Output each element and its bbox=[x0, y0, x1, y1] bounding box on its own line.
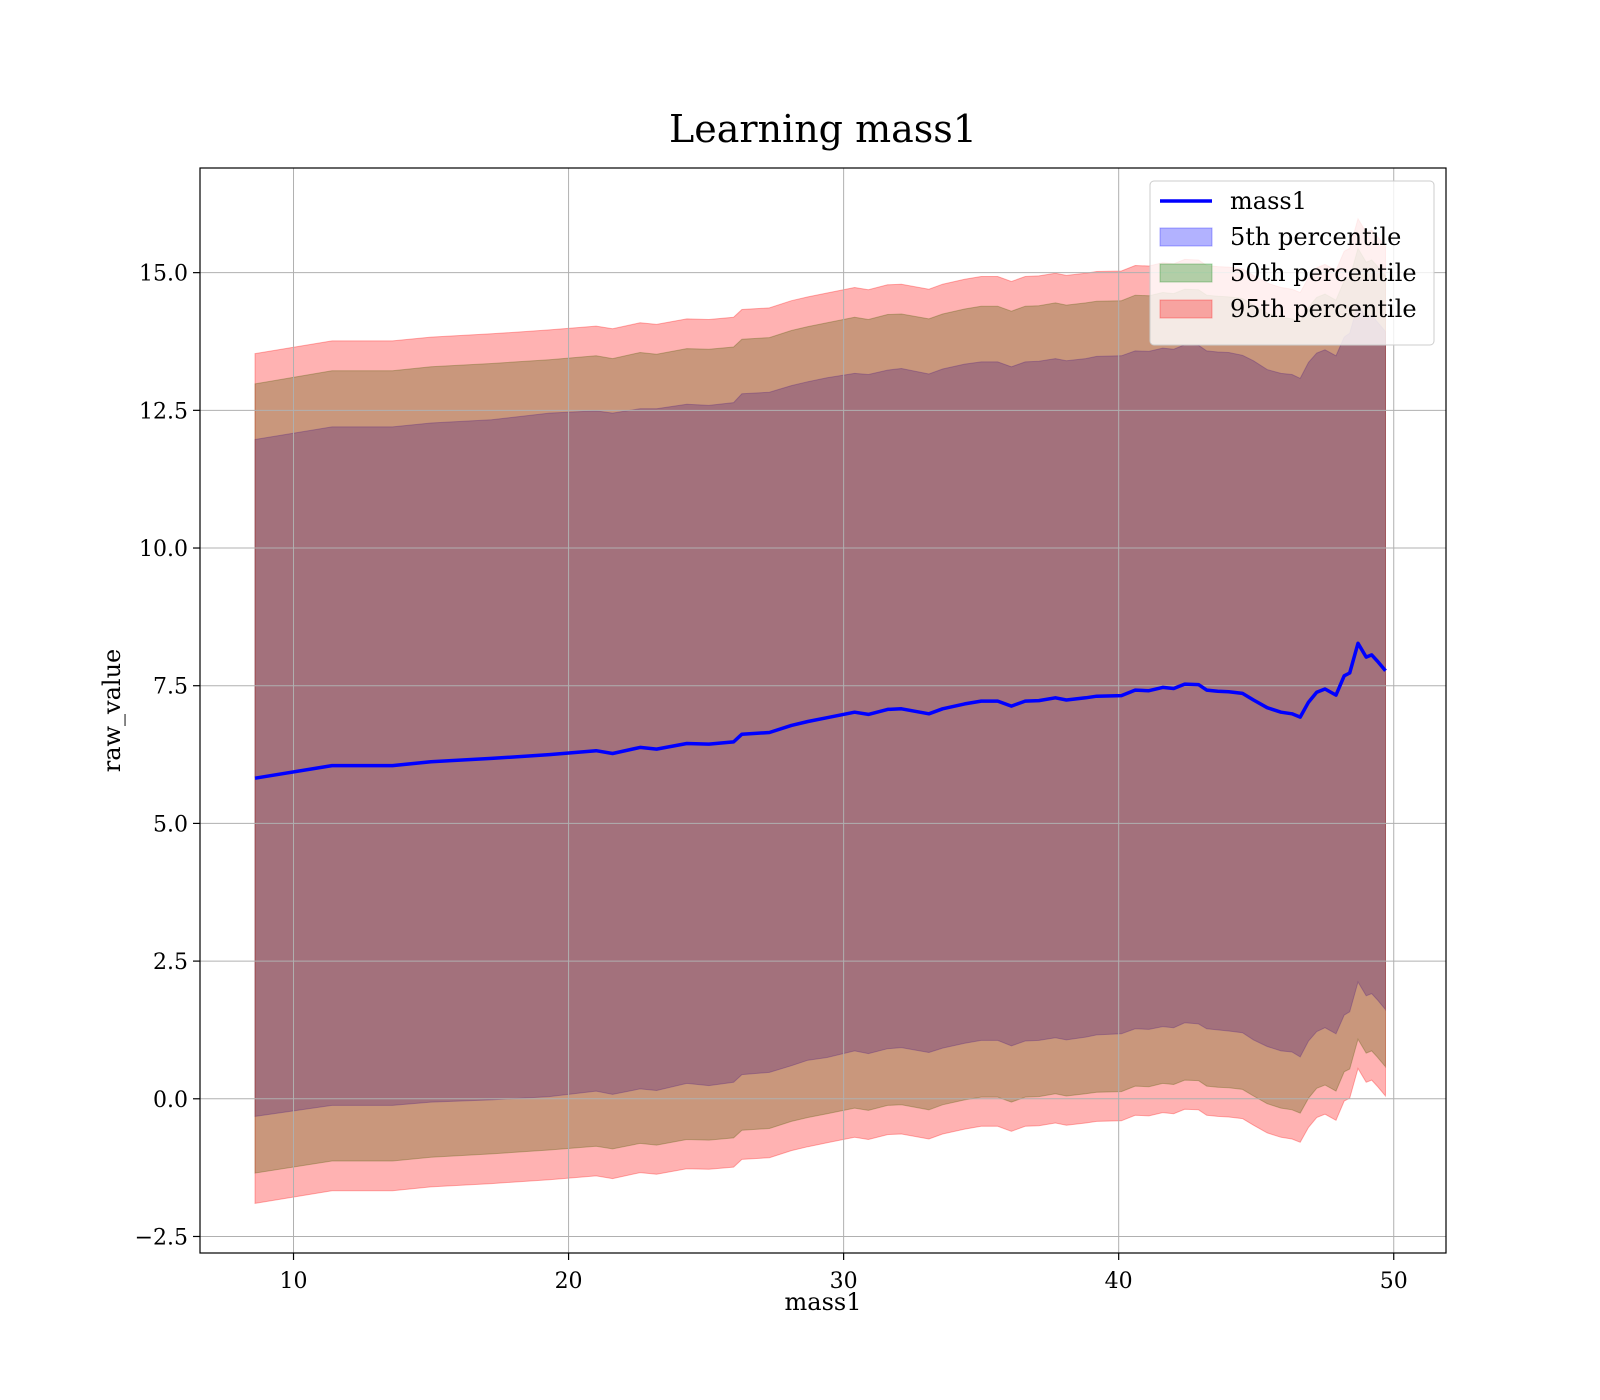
line-layer bbox=[254, 641, 1387, 780]
x-tick-label: 10 bbox=[280, 1269, 308, 1294]
legend-label-5th-percentile: 5th percentile bbox=[1230, 223, 1401, 251]
legend-swatch-5th-percentile bbox=[1159, 227, 1213, 247]
legend-label-50th-percentile: 50th percentile bbox=[1230, 259, 1417, 287]
legend: mass1 5th percentile 50th percentile 95th p… bbox=[1149, 180, 1435, 346]
chart-title: Learning mass1 bbox=[669, 107, 977, 151]
band-5th-percentile bbox=[254, 302, 1386, 1117]
y-tick-label: 12.5 bbox=[139, 399, 188, 424]
y-tick-label: 5.0 bbox=[153, 812, 188, 837]
x-tick-label: 50 bbox=[1380, 1269, 1408, 1294]
y-tick-label: 7.5 bbox=[153, 675, 188, 700]
y-tick-label: 0.0 bbox=[153, 1088, 188, 1113]
legend-label-mass1: mass1 bbox=[1230, 187, 1307, 215]
y-tick-label: 2.5 bbox=[153, 950, 188, 975]
y-tick-label: −2.5 bbox=[135, 1225, 188, 1250]
y-tick-label: 10.0 bbox=[139, 537, 188, 562]
legend-swatch-95th-percentile bbox=[1159, 299, 1213, 319]
series-line-mass1 bbox=[254, 641, 1387, 780]
legend-label-95th-percentile: 95th percentile bbox=[1230, 295, 1417, 323]
axes-frame bbox=[199, 167, 1447, 1254]
y-axis-label: raw_value bbox=[98, 649, 126, 773]
bands-layer bbox=[254, 217, 1386, 1204]
legend-box bbox=[1149, 180, 1435, 346]
x-axis-label: mass1 bbox=[785, 1288, 862, 1316]
band-50th-percentile bbox=[254, 247, 1386, 1174]
x-tick-label: 40 bbox=[1105, 1269, 1133, 1294]
x-tick-label: 30 bbox=[830, 1269, 858, 1294]
ticks-layer: 10 20 30 40 50 −2.5 0.0 2.5 5.0 7.5 10.0 12.5 15.0 bbox=[135, 262, 1408, 1294]
band-95th-percentile bbox=[254, 217, 1386, 1204]
x-tick-label: 20 bbox=[555, 1269, 583, 1294]
y-tick-label: 15.0 bbox=[139, 262, 188, 287]
grid-layer bbox=[200, 168, 1446, 1253]
legend-swatch-50th-percentile bbox=[1159, 263, 1213, 283]
